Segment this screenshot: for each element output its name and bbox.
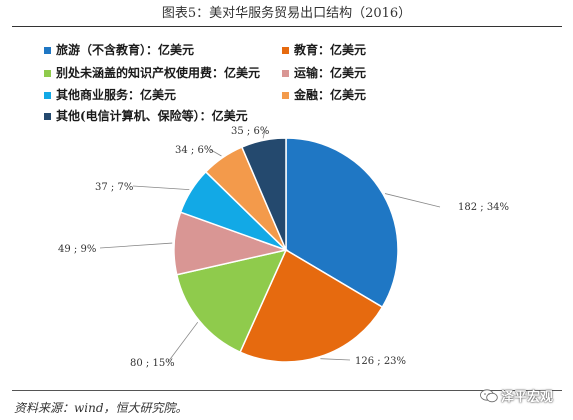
data-label-other-business: 37 ; 7% [95, 182, 133, 193]
chart-title: 图表5：美对华服务贸易出口结构（2016） [161, 6, 412, 21]
data-label-education: 126 ; 23% [355, 356, 406, 367]
legend-item-transport: 运输：亿美元 [282, 65, 366, 81]
legend-item-ip-fees: 别处未涵盖的知识产权使用费：亿美元 [44, 65, 260, 81]
leader-line [210, 149, 222, 157]
footer-divider [12, 390, 562, 391]
data-label-finance: 34 ; 6% [175, 145, 213, 156]
legend-label: 教育：亿美元 [294, 43, 367, 57]
watermark: 泽平宏观 [480, 386, 553, 405]
leader-line [132, 185, 190, 191]
title-divider [12, 26, 562, 27]
leader-line [384, 193, 441, 208]
legend-swatch [44, 91, 51, 99]
legend-swatch [44, 112, 51, 120]
pie-slice-education [239, 248, 384, 363]
chart-legend: 旅游（不含教育）：亿美元 教育：亿美元 别处未涵盖的知识产权使用费：亿美元 运输… [44, 42, 464, 124]
source-note: 资料来源：wind，恒大研究院。 [14, 401, 188, 415]
legend-item-tourism: 旅游（不含教育）：亿美元 [44, 42, 194, 58]
leader-line [167, 321, 199, 363]
legend-item-finance: 金融：亿美元 [282, 87, 366, 103]
pie-slice-tourism [285, 137, 399, 309]
legend-label: 运输：亿美元 [294, 66, 367, 80]
pie-slice-ip-fees [175, 248, 288, 354]
legend-swatch [282, 91, 289, 99]
data-label-tourism: 182 ; 34% [458, 202, 509, 213]
legend-label: 别处未涵盖的知识产权使用费：亿美元 [56, 66, 261, 80]
legend-swatch [44, 69, 51, 77]
leader-line [320, 358, 351, 361]
legend-swatch [44, 46, 51, 54]
leader-line [99, 242, 173, 249]
pie-slice-other [240, 137, 287, 251]
watermark-text: 泽平宏观 [501, 390, 554, 405]
data-label-other: 35 ; 6% [231, 126, 269, 137]
wechat-icon [480, 388, 498, 402]
legend-item-other-business: 其他商业服务：亿美元 [44, 87, 176, 103]
legend-item-other: 其他(电信计算机、保险等）：亿美元 [44, 108, 248, 124]
legend-swatch [282, 69, 289, 77]
leader-line [262, 129, 266, 139]
legend-swatch [282, 46, 289, 54]
legend-label: 其他商业服务：亿美元 [56, 88, 177, 102]
legend-label: 旅游（不含教育）：亿美元 [56, 43, 195, 57]
legend-label: 金融：亿美元 [294, 88, 367, 102]
legend-label: 其他(电信计算机、保险等）：亿美元 [56, 109, 248, 123]
data-label-ip-fees: 80 ; 15% [130, 358, 175, 369]
legend-item-education: 教育：亿美元 [282, 42, 366, 58]
data-label-transport: 49 ; 9% [58, 244, 96, 255]
